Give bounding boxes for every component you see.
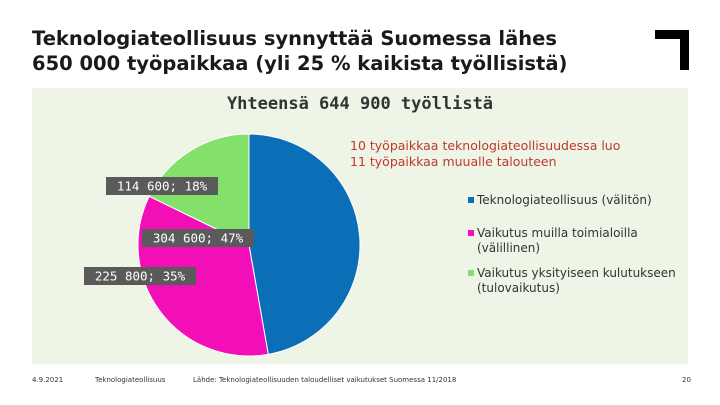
data-label-indirect: 225 800; 35% <box>84 267 196 285</box>
svg-text:225 800; 35%: 225 800; 35% <box>95 269 186 284</box>
chart-legend: Teknologiateollisuus (välitön) Vaikutus … <box>468 193 683 306</box>
footer-org: Teknologiateollisuus <box>95 376 166 384</box>
svg-text:304 600; 47%: 304 600; 47% <box>153 231 244 246</box>
legend-item-indirect: Vaikutus muilla toimialoilla (välillinen… <box>468 226 683 256</box>
footer-date: 4.9.2021 <box>32 376 64 384</box>
legend-swatch-direct <box>468 197 474 203</box>
legend-label-direct: Teknologiateollisuus (välitön) <box>477 193 652 207</box>
pie-slice-direct <box>248 133 361 355</box>
legend-label-induced: Vaikutus yksityiseen kulutukseen (tulova… <box>477 266 676 295</box>
chart-title: Yhteensä 644 900 työllistä <box>226 94 494 114</box>
svg-text:114 600; 18%: 114 600; 18% <box>117 179 208 194</box>
legend-item-induced: Vaikutus yksityiseen kulutukseen (tulova… <box>468 266 683 296</box>
legend-label-indirect: Vaikutus muilla toimialoilla (välillinen… <box>477 226 638 255</box>
slide-title-line2: 650 000 työpaikkaa (yli 25 % kaikista ty… <box>32 52 568 75</box>
data-label-induced: 114 600; 18% <box>106 177 218 195</box>
data-label-direct: 304 600; 47% <box>142 229 254 247</box>
chart-panel: Yhteensä 644 900 työllistä 10 työpaikkaa… <box>32 88 688 364</box>
chart-annotation: 10 työpaikkaa teknologiateollisuudessa l… <box>350 138 680 170</box>
annotation-line-1: 10 työpaikkaa teknologiateollisuudessa l… <box>350 138 621 153</box>
annotation-line-2: 11 työpaikkaa muualle talouteen <box>350 154 557 169</box>
pie-chart: 304 600; 47% 225 800; 35% 114 600; 18% <box>84 133 361 357</box>
legend-item-direct: Teknologiateollisuus (välitön) <box>468 193 683 208</box>
legend-swatch-indirect <box>468 230 474 236</box>
legend-swatch-induced <box>468 270 474 276</box>
footer-source: Lähde: Teknologiateollisuuden taloudelli… <box>193 376 457 384</box>
corner-bracket-logo <box>655 30 689 70</box>
footer-page-number: 20 <box>682 376 691 384</box>
slide-title-line1: Teknologiateollisuus synnyttää Suomessa … <box>32 27 557 50</box>
slide-title: Teknologiateollisuus synnyttää Suomessa … <box>32 26 642 76</box>
